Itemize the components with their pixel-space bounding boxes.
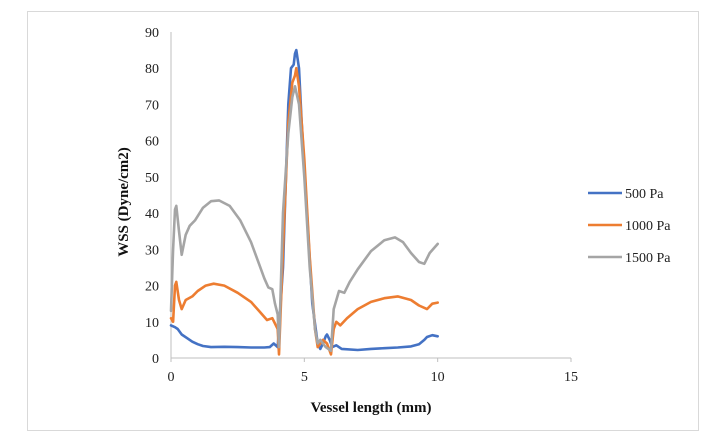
y-tick-label: 60 — [145, 135, 159, 150]
legend-label: 1000 Pa — [625, 219, 671, 234]
x-axis-title: Vessel length (mm) — [310, 400, 431, 416]
y-tick-label: 50 — [145, 171, 159, 186]
x-tick-label: 0 — [168, 370, 175, 385]
y-tick-label: 30 — [145, 243, 159, 258]
legend-label: 1500 Pa — [625, 251, 671, 266]
y-tick-label: 10 — [145, 316, 159, 331]
series-line-500-pa — [169, 48, 439, 352]
chart-area: WSS (Dyne/cm2) Vessel length (mm) 0 10 20 3… — [27, 11, 699, 431]
line-chart: WSS (Dyne/cm2) Vessel length (mm) 0 10 20 3… — [116, 26, 671, 416]
x-tick-label: 15 — [564, 370, 578, 385]
series-line-1500-pa — [169, 85, 439, 353]
y-tick-label: 0 — [152, 352, 159, 367]
y-axis-title-group: WSS (Dyne/cm2) — [116, 147, 132, 257]
series-lines — [169, 48, 439, 356]
y-tick-label: 80 — [145, 62, 159, 77]
legend: 500 Pa 1000 Pa 1500 Pa — [588, 187, 671, 266]
y-tick-label: 90 — [145, 26, 159, 41]
legend-label: 500 Pa — [625, 187, 664, 202]
x-tick-label: 5 — [301, 370, 308, 385]
y-tick-label: 70 — [145, 98, 159, 113]
y-tick-label: 20 — [145, 280, 159, 295]
x-tick-label: 10 — [431, 370, 445, 385]
axes — [170, 32, 572, 362]
y-axis-title: WSS (Dyne/cm2) — [116, 147, 132, 257]
tick-labels: 0 10 20 30 40 50 60 70 80 90 0 5 10 15 — [145, 26, 578, 385]
y-tick-label: 40 — [145, 207, 159, 222]
series-line-1000-pa — [169, 66, 439, 356]
